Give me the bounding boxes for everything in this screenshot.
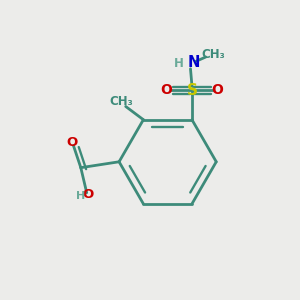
Text: O: O	[161, 83, 172, 97]
Text: S: S	[187, 83, 197, 98]
Text: CH₃: CH₃	[201, 47, 225, 61]
Text: O: O	[66, 136, 78, 148]
Text: H: H	[174, 57, 184, 70]
Text: N: N	[188, 55, 200, 70]
Text: CH₃: CH₃	[110, 95, 133, 108]
Text: O: O	[211, 83, 223, 97]
Text: O: O	[82, 188, 94, 201]
Text: H: H	[76, 191, 85, 201]
